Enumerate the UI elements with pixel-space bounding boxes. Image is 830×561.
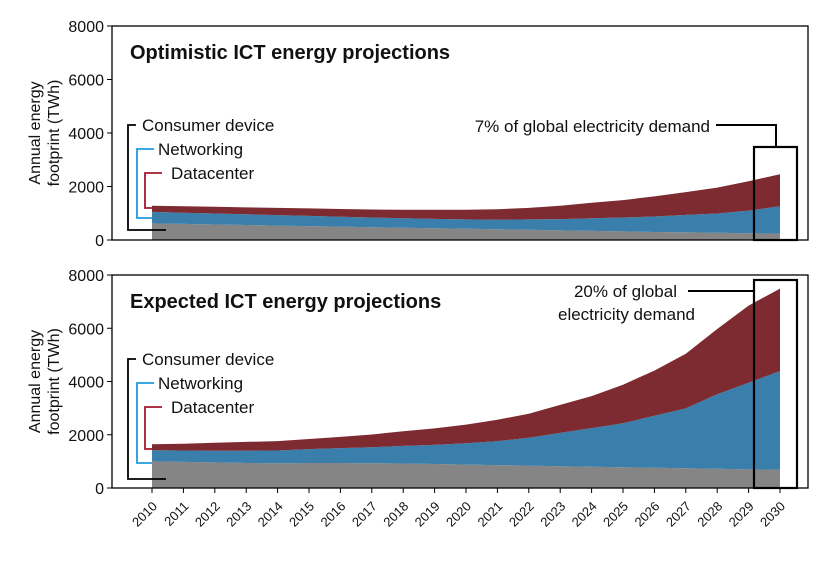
x-tick-label: 2020	[443, 499, 474, 530]
legend-bracket-consumer	[127, 358, 166, 480]
x-tick-label: 2010	[129, 499, 160, 530]
legend-label-consumer-device: Consumer device	[142, 116, 274, 135]
area-datacenter	[152, 174, 780, 220]
x-tick-label: 2024	[569, 499, 600, 530]
area-consumer-device	[152, 223, 780, 240]
y-tick-label: 6000	[68, 73, 104, 90]
x-tick-label: 2026	[631, 499, 662, 530]
x-tick-label: 2023	[537, 499, 568, 530]
y-axis-label: Annual energy footprint (TWh)	[27, 328, 63, 435]
legend-bracket-datacenter	[144, 406, 162, 450]
y-tick-label: 4000	[68, 126, 104, 143]
legend-bracket-networking	[136, 148, 154, 219]
x-tick-label: 2016	[317, 499, 348, 530]
annotation-leader-line	[716, 124, 777, 147]
annotation-text: 7% of global electricity demand	[475, 117, 710, 136]
panel-title: Optimistic ICT energy projections	[130, 42, 450, 64]
y-axis-label: Annual energy footprint (TWh)	[27, 80, 63, 187]
y-tick-label: 0	[95, 233, 104, 250]
area-networking	[152, 371, 780, 470]
area-consumer-device	[152, 461, 780, 488]
x-tick-label: 2027	[663, 499, 694, 530]
y-axis-label-line: footprint (TWh)	[46, 328, 63, 435]
legend-label-datacenter: Datacenter	[171, 164, 254, 183]
y-axis-label-line: Annual energy	[27, 81, 44, 184]
panel-title: Expected ICT energy projections	[130, 291, 441, 313]
annotation-text-line1: 20% of global	[574, 282, 677, 301]
x-tick-label: 2025	[600, 499, 631, 530]
legend-label-networking: Networking	[158, 374, 243, 393]
legend-bracket-datacenter	[144, 172, 162, 209]
x-tick-label: 2019	[412, 499, 443, 530]
x-tick-label: 2012	[192, 499, 223, 530]
x-tick-label: 2030	[757, 499, 788, 530]
legend-label-consumer-device: Consumer device	[142, 350, 274, 369]
y-tick-label: 0	[95, 481, 104, 498]
y-tick-label: 8000	[68, 268, 104, 285]
legend-bracket-consumer	[127, 124, 166, 231]
x-tick-label: 2014	[255, 499, 286, 530]
area-networking	[152, 206, 780, 234]
y-axis-label-line: footprint (TWh)	[46, 80, 63, 187]
x-tick-label: 2022	[506, 499, 537, 530]
annotation-text-line2: electricity demand	[558, 305, 695, 324]
legend-bracket-networking	[136, 382, 154, 464]
area-datacenter	[152, 288, 780, 451]
highlight-box-2030	[752, 278, 799, 490]
panel-expected: 0 2000 4000 6000 8000 Annual energy footprint …	[27, 268, 809, 498]
y-tick-label: 8000	[68, 19, 104, 36]
y-axis-label-line: Annual energy	[27, 330, 44, 433]
x-tick-label: 2017	[349, 499, 380, 530]
x-tick-label: 2015	[286, 499, 317, 530]
legend-label-datacenter: Datacenter	[171, 398, 254, 417]
panel-optimistic: 0 2000 4000 6000 8000 Annual energy footprint …	[27, 19, 809, 250]
y-tick-label: 2000	[68, 180, 104, 197]
y-tick-label: 2000	[68, 428, 104, 445]
y-tick-label: 4000	[68, 375, 104, 392]
x-tick-label: 2028	[694, 499, 725, 530]
x-tick-label: 2018	[380, 499, 411, 530]
x-tick-label: 2021	[474, 499, 505, 530]
x-tick-label: 2029	[726, 499, 757, 530]
y-tick-label: 6000	[68, 321, 104, 338]
legend-label-networking: Networking	[158, 140, 243, 159]
x-tick-label: 2013	[223, 499, 254, 530]
x-tick-label: 2011	[161, 499, 191, 529]
